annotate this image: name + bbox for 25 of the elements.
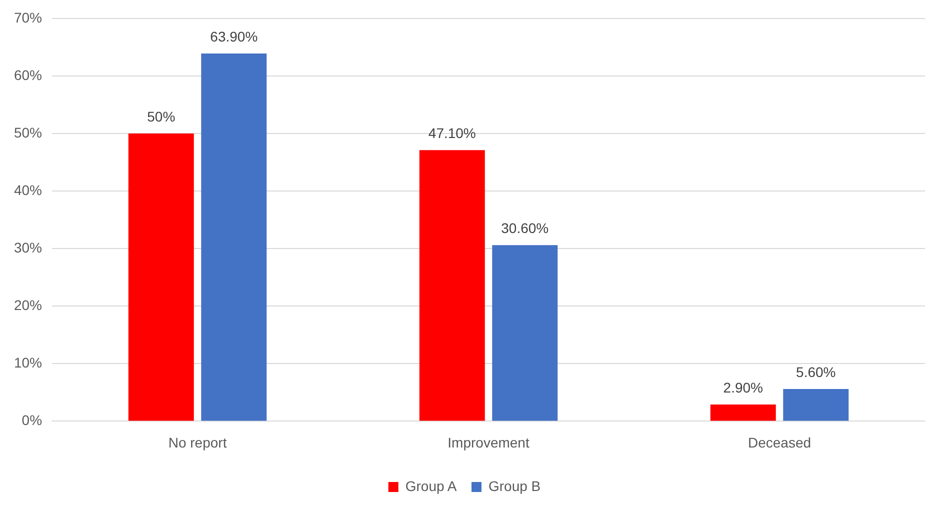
bar — [128, 133, 194, 421]
data-label: 63.90% — [210, 28, 258, 44]
bar — [783, 388, 849, 421]
legend-label: Group B — [488, 478, 541, 494]
data-label: 50% — [147, 108, 176, 124]
bar — [710, 404, 776, 421]
x-tick-label: Improvement — [448, 434, 530, 450]
y-tick-label: 30% — [14, 239, 42, 256]
data-label: 30.60% — [501, 220, 549, 236]
data-label: 47.10% — [428, 125, 476, 142]
legend-label: Group A — [405, 478, 458, 494]
y-tick-label: 10% — [14, 354, 42, 371]
x-tick-label: Deceased — [748, 434, 812, 450]
y-tick-label: 0% — [22, 412, 42, 428]
y-tick-label: 60% — [14, 66, 42, 83]
bar — [419, 150, 485, 421]
y-tick-label: 70% — [14, 9, 42, 26]
x-tick-label: No report — [168, 434, 227, 450]
bar — [201, 54, 267, 421]
y-tick-label: 20% — [14, 296, 42, 313]
bar — [492, 245, 558, 421]
y-tick-label: 40% — [14, 182, 42, 198]
data-label: 2.90% — [723, 379, 763, 396]
y-tick-label: 50% — [14, 124, 42, 140]
data-label: 5.60% — [796, 364, 836, 380]
